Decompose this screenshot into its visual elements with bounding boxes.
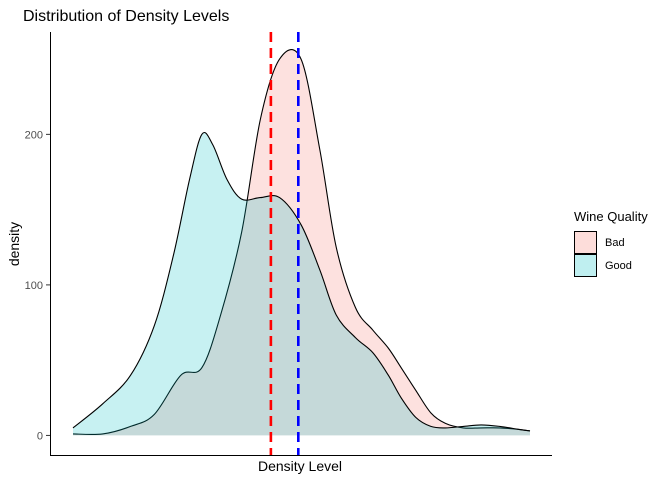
x-axis-title: Density Level xyxy=(258,458,342,474)
chart-title: Distribution of Density Levels xyxy=(23,8,229,25)
density-area-bad xyxy=(73,49,530,436)
legend-label-bad: Bad xyxy=(605,237,625,249)
y-tick-label: 200 xyxy=(25,129,43,141)
density-area-good xyxy=(73,132,530,436)
legend-key-bg-good xyxy=(574,254,597,277)
legend-key-bg-bad xyxy=(574,231,597,254)
legend: Wine Quality Bad Good xyxy=(574,209,648,277)
y-axis-title: density xyxy=(6,222,22,266)
y-tick-label: 0 xyxy=(37,430,43,442)
density-curve-good xyxy=(72,131,531,432)
legend-key-bad xyxy=(574,231,597,254)
legend-title: Wine Quality xyxy=(574,209,648,224)
legend-label-good: Good xyxy=(605,260,632,272)
density-curve-bad xyxy=(72,49,531,436)
y-axis-ticks: 0 100 200 xyxy=(25,129,50,442)
density-areas xyxy=(72,49,531,436)
legend-key-good xyxy=(574,254,597,277)
y-tick-label: 100 xyxy=(25,280,43,292)
mean-lines xyxy=(269,32,300,455)
legend-items: Bad Good xyxy=(574,231,632,277)
